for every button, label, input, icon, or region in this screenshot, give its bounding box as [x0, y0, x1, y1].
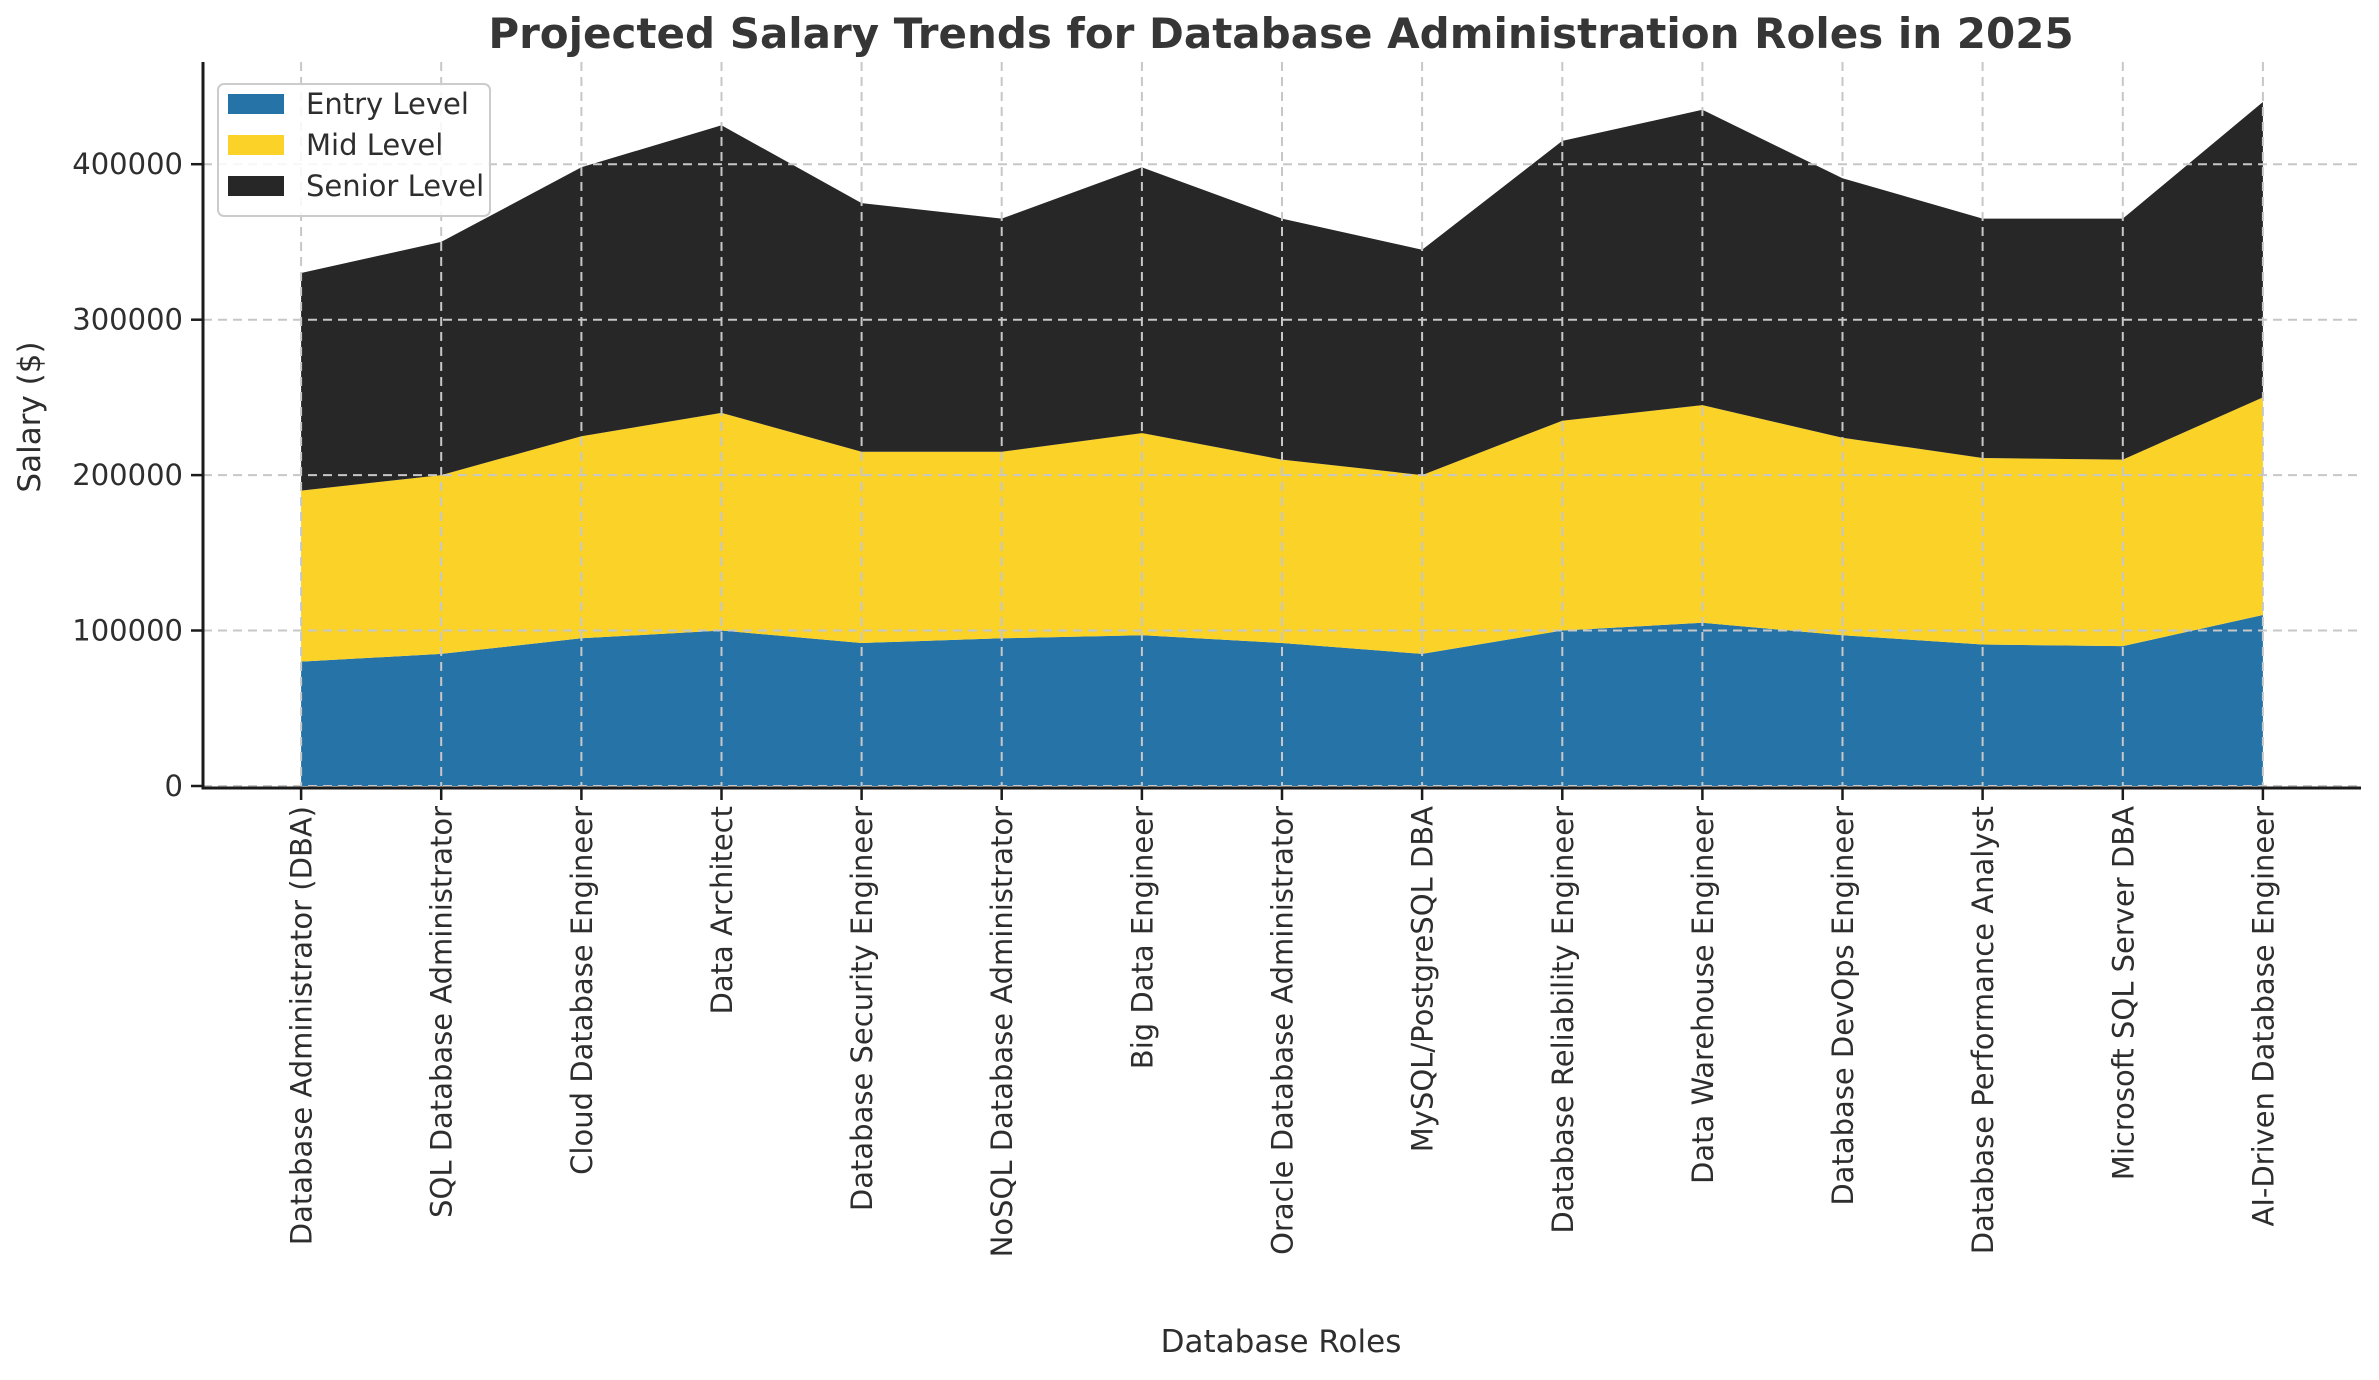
- x-tick-label-10: Data Warehouse Engineer: [1686, 806, 1720, 1184]
- x-tick-label-9: Database Reliability Engineer: [1546, 806, 1580, 1234]
- x-tick-label-1: SQL Database Administrator: [425, 806, 459, 1218]
- x-tick-label-2: Cloud Database Engineer: [565, 806, 599, 1175]
- legend-label-senior-level: Senior Level: [306, 169, 484, 203]
- x-tick-label-11: Database DevOps Engineer: [1826, 806, 1860, 1206]
- x-tick-label-8: MySQL/PostgreSQL DBA: [1406, 806, 1440, 1152]
- legend-label-mid-level: Mid Level: [306, 128, 443, 162]
- y-tick-label: 100000: [72, 614, 183, 648]
- x-axis-label: Database Roles: [1161, 1324, 1402, 1360]
- x-tick-label-14: AI-Driven Database Engineer: [2246, 806, 2280, 1227]
- legend-swatch-entry-level: [228, 94, 284, 114]
- x-tick-label-7: Oracle Database Administrator: [1266, 806, 1300, 1255]
- x-tick-label-13: Microsoft SQL Server DBA: [2106, 806, 2140, 1180]
- area-senior-level: [301, 102, 2263, 491]
- legend-box: [217, 83, 491, 217]
- y-axis-label: Salary ($): [12, 341, 48, 492]
- x-tick-label-12: Database Performance Analyst: [1966, 806, 2000, 1254]
- x-tick-label-5: NoSQL Database Administrator: [985, 806, 1019, 1257]
- x-tick-label-6: Big Data Engineer: [1125, 806, 1159, 1069]
- legend-label-entry-level: Entry Level: [306, 87, 469, 121]
- x-tick-label-4: Database Security Engineer: [845, 806, 879, 1211]
- legend-swatch-mid-level: [228, 135, 284, 155]
- x-tick-label-3: Data Architect: [705, 806, 739, 1015]
- y-tick-label: 200000: [72, 458, 183, 492]
- chart-title: Projected Salary Trends for Database Adm…: [488, 9, 2073, 58]
- x-tick-label-0: Database Administrator (DBA): [285, 806, 319, 1245]
- legend-swatch-senior-level: [228, 176, 284, 196]
- y-tick-label: 300000: [72, 303, 183, 337]
- y-tick-label: 400000: [72, 147, 183, 181]
- y-tick-label: 0: [165, 769, 183, 803]
